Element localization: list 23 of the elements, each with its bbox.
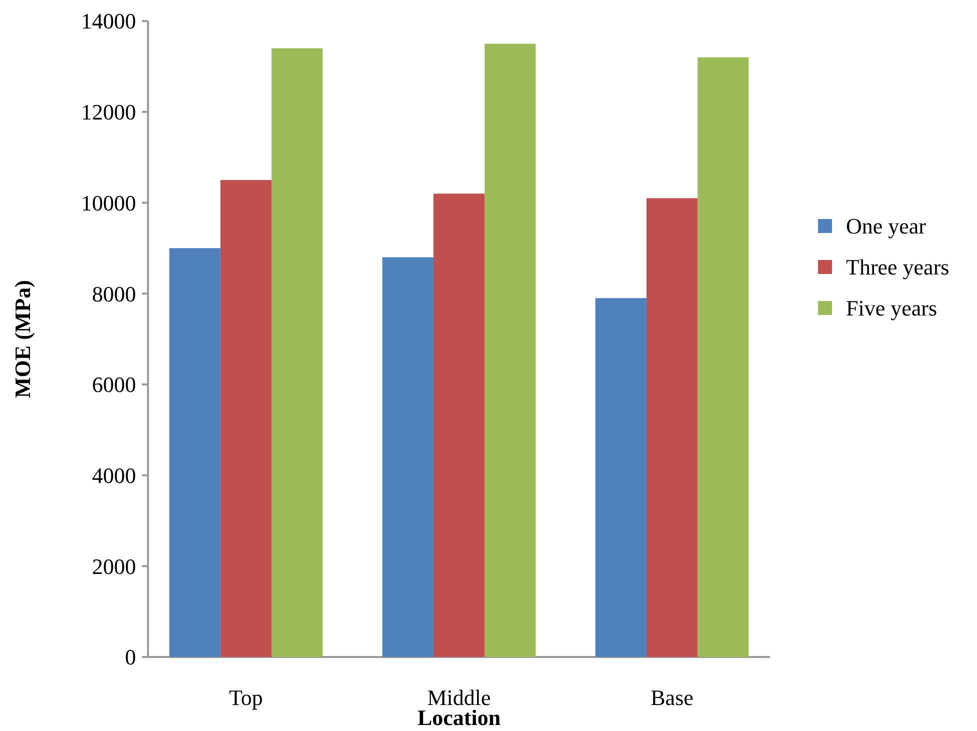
bar xyxy=(595,298,646,657)
bar xyxy=(484,44,536,657)
y-tick-label: 12000 xyxy=(81,100,136,125)
bar xyxy=(220,180,272,657)
bar xyxy=(272,48,323,657)
legend-label: Five years xyxy=(846,296,938,321)
bar xyxy=(433,194,485,657)
y-tick-label: 14000 xyxy=(81,8,136,34)
legend-label: One year xyxy=(846,214,927,239)
bar xyxy=(169,248,220,657)
bar xyxy=(698,57,749,657)
y-tick-label: 6000 xyxy=(92,372,136,398)
x-tick-label: Top xyxy=(229,685,263,710)
y-tick-label: 2000 xyxy=(92,554,136,579)
bar xyxy=(382,257,434,657)
y-tick-label: 8000 xyxy=(92,281,136,306)
x-tick-label: Base xyxy=(650,685,694,710)
legend-label: Three years xyxy=(846,254,950,280)
y-tick-label: 0 xyxy=(125,644,136,670)
y-tick-label: 4000 xyxy=(92,462,136,488)
bar xyxy=(646,198,698,657)
y-axis-title: MOE (MPa) xyxy=(10,280,35,398)
y-tick-label: 10000 xyxy=(81,190,136,216)
